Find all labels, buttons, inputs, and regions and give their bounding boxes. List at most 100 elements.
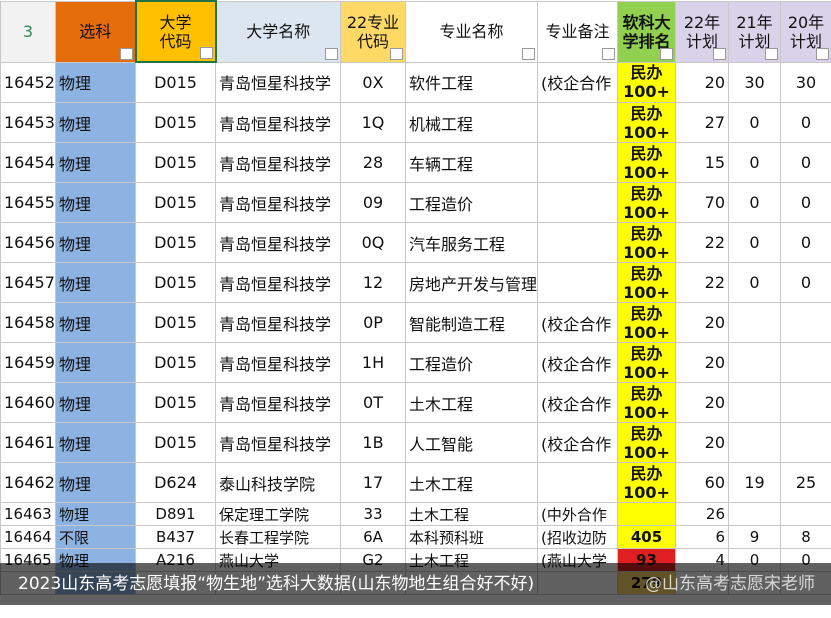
cell[interactable]: 16458 — [0, 302, 56, 343]
cell[interactable]: 保定理工学院 — [215, 502, 341, 526]
cell[interactable]: 青岛恒星科技学 — [215, 382, 341, 423]
cell[interactable]: 26 — [675, 502, 729, 526]
cell[interactable]: D015 — [135, 262, 216, 303]
cell[interactable]: 16463 — [0, 502, 56, 526]
header-cell[interactable]: 软科大 学排名 — [617, 0, 676, 63]
cell[interactable]: 12 — [340, 262, 406, 303]
cell[interactable]: D891 — [135, 502, 216, 526]
header-cell[interactable]: 选科 — [55, 0, 136, 63]
cell[interactable] — [537, 222, 618, 263]
header-cell[interactable]: 20年 计划 — [780, 0, 831, 63]
cell[interactable]: 30 — [780, 61, 831, 103]
cell[interactable]: 1B — [340, 422, 406, 463]
cell[interactable]: D015 — [135, 422, 216, 463]
cell[interactable]: 6 — [675, 525, 729, 549]
cell[interactable]: 物理 — [55, 262, 136, 303]
header-cell[interactable]: 专业名称 — [405, 0, 538, 63]
cell[interactable]: 16452 — [0, 61, 56, 103]
cell[interactable]: 16455 — [0, 182, 56, 223]
cell[interactable] — [780, 422, 831, 463]
cell[interactable]: 09 — [340, 182, 406, 223]
cell[interactable]: (校企合作 — [537, 61, 618, 103]
cell[interactable] — [617, 502, 676, 526]
cell[interactable]: 不限 — [55, 525, 136, 549]
cell[interactable]: 汽车服务工程 — [405, 222, 538, 263]
cell[interactable]: 0 — [780, 182, 831, 223]
cell[interactable] — [728, 422, 781, 463]
cell[interactable] — [728, 382, 781, 423]
header-cell[interactable]: 3 — [0, 0, 56, 63]
cell[interactable]: 16454 — [0, 142, 56, 183]
cell[interactable]: 民办 100+ — [617, 382, 676, 423]
cell[interactable]: 0 — [728, 182, 781, 223]
cell[interactable]: 民办 100+ — [617, 222, 676, 263]
cell[interactable]: 9 — [728, 525, 781, 549]
cell[interactable]: (招收边防 — [537, 525, 618, 549]
cell[interactable]: 工程造价 — [405, 342, 538, 383]
cell[interactable]: D624 — [135, 462, 216, 503]
cell[interactable]: 物理 — [55, 342, 136, 383]
cell[interactable] — [728, 302, 781, 343]
cell[interactable]: D015 — [135, 182, 216, 223]
cell[interactable]: 青岛恒星科技学 — [215, 61, 341, 103]
cell[interactable]: 0 — [728, 262, 781, 303]
cell[interactable] — [780, 382, 831, 423]
cell[interactable]: (校企合作 — [537, 422, 618, 463]
cell[interactable]: 15 — [675, 142, 729, 183]
cell[interactable] — [537, 262, 618, 303]
cell[interactable] — [537, 142, 618, 183]
cell[interactable]: 土木工程 — [405, 462, 538, 503]
cell[interactable]: 0 — [780, 142, 831, 183]
cell[interactable]: 土木工程 — [405, 382, 538, 423]
cell[interactable]: 民办 100+ — [617, 61, 676, 103]
cell[interactable]: D015 — [135, 222, 216, 263]
cell[interactable]: 0X — [340, 61, 406, 103]
cell[interactable]: 0 — [728, 222, 781, 263]
cell[interactable]: 物理 — [55, 102, 136, 143]
cell[interactable]: 车辆工程 — [405, 142, 538, 183]
cell[interactable]: D015 — [135, 142, 216, 183]
cell[interactable] — [537, 102, 618, 143]
cell[interactable]: 民办 100+ — [617, 262, 676, 303]
cell[interactable]: 16461 — [0, 422, 56, 463]
cell[interactable] — [780, 342, 831, 383]
cell[interactable] — [780, 302, 831, 343]
cell[interactable]: 16453 — [0, 102, 56, 143]
cell[interactable]: 20 — [675, 382, 729, 423]
header-cell[interactable]: 大学 代码 — [134, 0, 217, 63]
cell[interactable]: D015 — [135, 302, 216, 343]
cell[interactable]: 16456 — [0, 222, 56, 263]
cell[interactable]: D015 — [135, 382, 216, 423]
cell[interactable]: 民办 100+ — [617, 422, 676, 463]
cell[interactable]: B437 — [135, 525, 216, 549]
cell[interactable]: 人工智能 — [405, 422, 538, 463]
cell[interactable]: 青岛恒星科技学 — [215, 262, 341, 303]
cell[interactable]: 物理 — [55, 182, 136, 223]
cell[interactable]: 民办 100+ — [617, 302, 676, 343]
cell[interactable]: 16462 — [0, 462, 56, 503]
cell[interactable]: 民办 100+ — [617, 182, 676, 223]
cell[interactable]: 8 — [780, 525, 831, 549]
cell[interactable]: 长春工程学院 — [215, 525, 341, 549]
cell[interactable] — [728, 342, 781, 383]
cell[interactable]: 青岛恒星科技学 — [215, 342, 341, 383]
cell[interactable]: 6A — [340, 525, 406, 549]
cell[interactable]: 青岛恒星科技学 — [215, 222, 341, 263]
cell[interactable]: 16460 — [0, 382, 56, 423]
cell[interactable]: 27 — [675, 102, 729, 143]
cell[interactable]: 1Q — [340, 102, 406, 143]
cell[interactable]: 19 — [728, 462, 781, 503]
cell[interactable]: (中外合作 — [537, 502, 618, 526]
cell[interactable]: 16457 — [0, 262, 56, 303]
cell[interactable]: 60 — [675, 462, 729, 503]
cell[interactable]: 民办 100+ — [617, 102, 676, 143]
cell[interactable]: 本科预科班 — [405, 525, 538, 549]
cell[interactable]: 物理 — [55, 502, 136, 526]
cell[interactable]: 0Q — [340, 222, 406, 263]
cell[interactable]: (校企合作 — [537, 382, 618, 423]
cell[interactable]: 30 — [728, 61, 781, 103]
cell[interactable]: D015 — [135, 102, 216, 143]
cell[interactable]: 0T — [340, 382, 406, 423]
cell[interactable]: 青岛恒星科技学 — [215, 182, 341, 223]
cell[interactable]: 20 — [675, 61, 729, 103]
